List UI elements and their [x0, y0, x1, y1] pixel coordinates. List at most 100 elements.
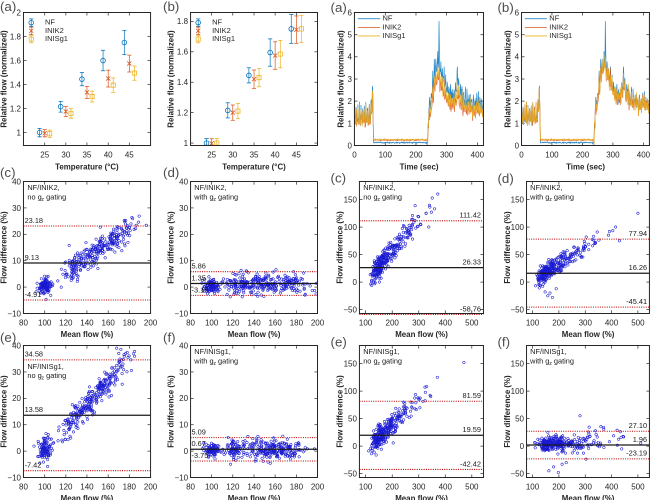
svg-text:200: 200 [311, 482, 325, 491]
svg-text:200: 200 [576, 150, 590, 159]
svg-text:5: 5 [347, 31, 352, 40]
svg-text:0: 0 [352, 442, 357, 451]
svg-text:25: 25 [207, 150, 216, 159]
svg-text:0: 0 [352, 150, 357, 159]
svg-text:50: 50 [348, 415, 357, 424]
svg-text:80: 80 [19, 318, 28, 327]
svg-text:1.96: 1.96 [633, 435, 647, 444]
svg-text:100: 100 [205, 482, 219, 491]
svg-text:INISg1: INISg1 [383, 31, 406, 40]
svg-text:6: 6 [515, 8, 520, 17]
svg-text:1: 1 [17, 128, 22, 137]
svg-text:Flow difference (%): Flow difference (%) [503, 375, 512, 448]
svg-text:100: 100 [359, 482, 373, 491]
svg-text:Temperature (°C): Temperature (°C) [55, 162, 119, 171]
svg-text:Relative flow (normalized): Relative flow (normalized) [336, 30, 345, 128]
svg-text:1.8: 1.8 [177, 17, 189, 26]
svg-text:6: 6 [347, 8, 352, 17]
svg-text:NF: NF [383, 14, 393, 23]
svg-text:Flow difference (%): Flow difference (%) [0, 375, 8, 448]
svg-text:40: 40 [12, 177, 21, 186]
svg-text:50: 50 [515, 250, 524, 259]
svg-text:-45.41: -45.41 [626, 297, 647, 306]
svg-text:30: 30 [179, 368, 188, 377]
svg-text:(b): (b) [498, 0, 514, 15]
svg-text:300: 300 [606, 150, 620, 159]
svg-text:200: 200 [311, 318, 325, 327]
svg-text:(d): (d) [163, 165, 179, 180]
svg-text:1: 1 [515, 119, 520, 128]
svg-text:5.86: 5.86 [192, 261, 206, 270]
svg-text:0: 0 [520, 278, 525, 287]
svg-text:300: 300 [440, 150, 454, 159]
svg-text:500: 500 [631, 318, 645, 327]
svg-text:NF/INISg1,: NF/INISg1, [27, 362, 63, 371]
svg-text:Flow difference (%): Flow difference (%) [0, 211, 8, 284]
svg-text:400: 400 [605, 482, 619, 491]
svg-text:100: 100 [511, 387, 525, 396]
svg-text:2: 2 [347, 97, 352, 106]
svg-text:with g: with g [529, 356, 549, 365]
svg-text:Relative flow (normalized): Relative flow (normalized) [503, 30, 512, 128]
svg-text:Flow difference (%): Flow difference (%) [166, 211, 175, 284]
svg-text:100: 100 [359, 318, 373, 327]
svg-text:27.10: 27.10 [629, 421, 647, 430]
svg-text:(b): (b) [163, 0, 179, 14]
svg-text:19.59: 19.59 [463, 425, 481, 434]
svg-text:0: 0 [17, 283, 22, 292]
svg-text:z: z [549, 197, 552, 203]
svg-text:z: z [213, 197, 216, 203]
svg-text:z: z [213, 361, 216, 367]
svg-text:100: 100 [526, 482, 540, 491]
svg-text:10: 10 [179, 421, 188, 430]
svg-text:40: 40 [104, 150, 113, 159]
svg-text:Temperature (°C): Temperature (°C) [222, 162, 286, 171]
svg-text:z: z [41, 197, 44, 203]
svg-text:500: 500 [631, 482, 645, 491]
svg-text:100: 100 [38, 318, 52, 327]
svg-text:INISg1: INISg1 [549, 31, 572, 40]
svg-text:NF/INIK2,: NF/INIK2, [194, 183, 226, 192]
svg-text:35: 35 [250, 150, 259, 159]
svg-text:45: 45 [125, 150, 134, 159]
svg-text:50: 50 [348, 250, 357, 259]
svg-text:0: 0 [184, 283, 189, 292]
svg-text:300: 300 [412, 482, 426, 491]
svg-text:(e): (e) [0, 330, 16, 345]
svg-text:Mean flow (%): Mean flow (%) [61, 330, 114, 339]
svg-text:(f): (f) [498, 335, 511, 350]
svg-text:160: 160 [268, 318, 282, 327]
svg-text:16.26: 16.26 [629, 263, 647, 272]
svg-text:gating: gating [382, 192, 402, 201]
svg-text:Flow difference (%): Flow difference (%) [336, 211, 345, 284]
svg-text:Mean flow (%): Mean flow (%) [228, 330, 281, 339]
svg-text:120: 120 [226, 318, 240, 327]
svg-text:9.13: 9.13 [25, 253, 39, 262]
svg-text:120: 120 [226, 482, 240, 491]
svg-text:400: 400 [439, 482, 453, 491]
svg-text:with g: with g [193, 192, 213, 201]
svg-text:30: 30 [179, 204, 188, 213]
svg-text:80: 80 [186, 482, 195, 491]
svg-text:4: 4 [515, 53, 520, 62]
svg-text:INIK2: INIK2 [212, 26, 231, 35]
svg-text:gating: gating [218, 192, 238, 201]
svg-text:(c): (c) [331, 171, 347, 186]
svg-text:10: 10 [179, 257, 188, 266]
svg-text:no g: no g [27, 371, 41, 380]
svg-text:400: 400 [605, 318, 619, 327]
svg-text:200: 200 [409, 150, 423, 159]
svg-text:4: 4 [347, 53, 352, 62]
svg-text:1.2: 1.2 [10, 104, 22, 113]
svg-text:0: 0 [515, 141, 520, 150]
svg-text:NF: NF [212, 18, 222, 27]
svg-text:gating: gating [218, 356, 238, 365]
svg-text:(c): (c) [0, 165, 16, 180]
svg-text:300: 300 [579, 482, 593, 491]
svg-text:10: 10 [12, 421, 21, 430]
svg-text:200: 200 [144, 482, 158, 491]
svg-text:13.58: 13.58 [25, 405, 43, 414]
svg-text:100: 100 [38, 482, 52, 491]
svg-text:40: 40 [12, 341, 21, 350]
svg-text:0: 0 [520, 442, 525, 451]
